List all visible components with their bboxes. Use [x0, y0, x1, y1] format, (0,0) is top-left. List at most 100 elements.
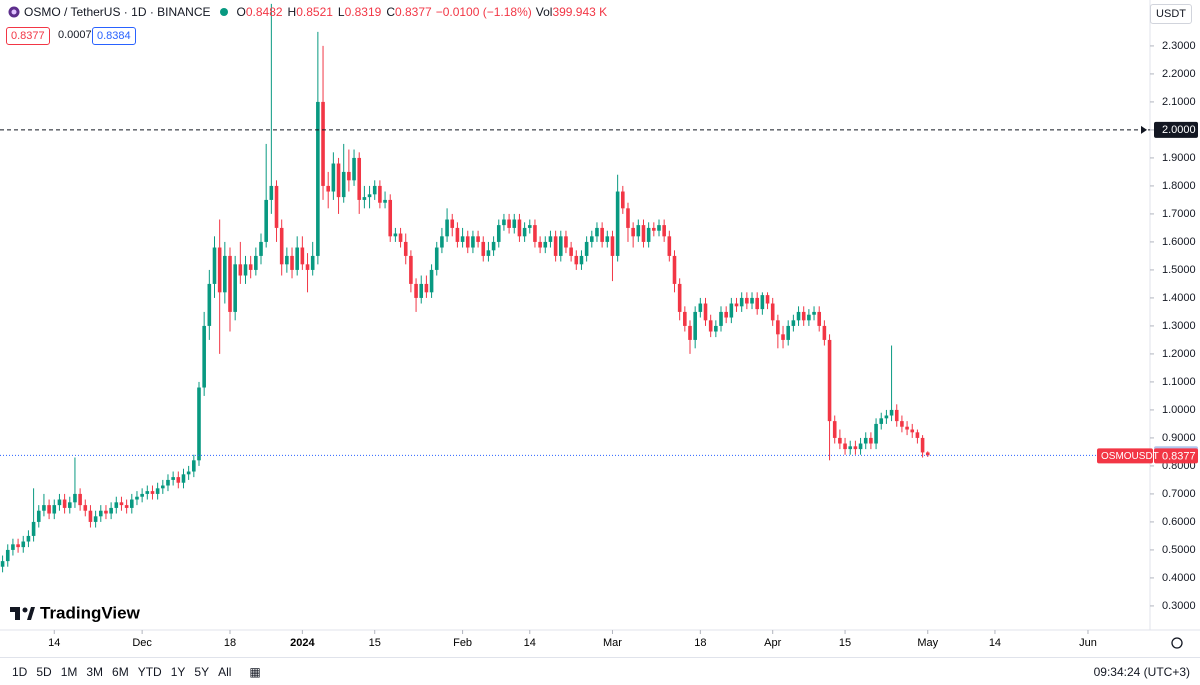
- x-tick-label: Apr: [764, 637, 781, 649]
- candle-body: [434, 247, 439, 270]
- candle-body: [73, 493, 77, 503]
- range-button[interactable]: 1M: [60, 665, 78, 679]
- candle-body: [393, 233, 398, 237]
- candle-body: [83, 505, 88, 511]
- volume-key: Vol: [535, 5, 553, 19]
- candle-body: [863, 437, 868, 444]
- candle-body: [776, 320, 780, 335]
- candle-body: [114, 502, 119, 508]
- candle-body: [791, 320, 796, 326]
- candle-body: [357, 157, 362, 200]
- candle-body: [212, 247, 217, 284]
- ask-box[interactable]: 0.8384: [92, 27, 136, 45]
- candle-body: [553, 236, 558, 256]
- candle-body: [796, 311, 801, 321]
- candle-body: [610, 236, 615, 256]
- candle-body: [615, 191, 620, 256]
- currency-button[interactable]: USDT: [1150, 4, 1192, 24]
- candle-body: [910, 429, 915, 433]
- y-tick-label: 0.5000: [1162, 544, 1196, 556]
- range-button[interactable]: 1Y: [170, 665, 186, 679]
- candle-body: [192, 460, 196, 472]
- calendar-icon[interactable]: ▦: [249, 665, 261, 679]
- candle-body: [155, 488, 160, 494]
- candle-body: [517, 219, 522, 237]
- candle-body: [290, 255, 294, 270]
- candle-body: [429, 269, 434, 293]
- candle-body: [124, 505, 129, 508]
- candle-body: [36, 510, 41, 522]
- candle-body: [398, 233, 403, 242]
- candle-body: [812, 311, 816, 315]
- candle-body: [223, 255, 227, 293]
- candle-body: [233, 264, 237, 312]
- candle-body: [414, 283, 418, 298]
- candle-body: [248, 264, 253, 270]
- y-tick-label: 1.9000: [1162, 152, 1196, 164]
- range-button[interactable]: 5D: [36, 665, 52, 679]
- candle-body: [672, 255, 677, 284]
- candle-body: [336, 163, 341, 198]
- bid-box[interactable]: 0.8377: [6, 27, 50, 45]
- range-button[interactable]: 6M: [112, 665, 129, 679]
- range-button[interactable]: 3M: [86, 665, 104, 679]
- ohlc-value: 0.8482: [245, 5, 283, 19]
- candle-body: [57, 499, 62, 506]
- candle-body: [595, 227, 599, 237]
- candle-body: [465, 236, 470, 248]
- candle-body: [109, 507, 113, 514]
- candle-body: [171, 477, 175, 480]
- ohlc-key: L: [337, 5, 345, 19]
- candle-body: [543, 241, 548, 248]
- y-tick-label: 1.7000: [1162, 208, 1196, 220]
- last-price-tag: 0.8377: [1162, 450, 1196, 462]
- candle-body: [739, 297, 744, 307]
- candle-body: [310, 255, 315, 270]
- y-tick-label: 2.2000: [1162, 68, 1196, 80]
- range-button[interactable]: All: [218, 665, 232, 679]
- range-button[interactable]: 5Y: [194, 665, 210, 679]
- candle-body: [362, 197, 367, 200]
- symbol-tag: OSMOUSDT: [1101, 451, 1159, 462]
- range-button[interactable]: YTD: [137, 665, 162, 679]
- candle-body: [667, 236, 672, 256]
- candle-body: [279, 227, 284, 265]
- y-tick-label: 1.5000: [1162, 264, 1196, 276]
- candle-body: [119, 502, 124, 506]
- y-tick-label: 0.7000: [1162, 488, 1196, 500]
- x-tick-label: 15: [839, 637, 851, 649]
- candle-body: [925, 452, 930, 456]
- ohlc-value: 0.8319: [344, 5, 382, 19]
- candle-body: [52, 505, 57, 514]
- candle-body: [884, 415, 889, 419]
- candle-body: [341, 171, 346, 198]
- range-button[interactable]: 1D: [12, 665, 28, 679]
- candle-body: [181, 474, 186, 483]
- ohlc-key: H: [287, 5, 297, 19]
- candle-body: [646, 227, 651, 242]
- candle-body: [42, 505, 46, 511]
- candle-body: [0, 561, 5, 567]
- candle-body: [78, 493, 82, 506]
- candle-body: [274, 185, 279, 228]
- bottom-toolbar: 1D 5D 1M 3M 6M YTD 1Y 5Y All ▦ 09:34:24 (UTC+3): [0, 657, 1200, 685]
- candle-body: [259, 241, 263, 256]
- candle-body: [786, 325, 791, 340]
- candle-body: [326, 185, 331, 192]
- candle-body: [621, 191, 625, 209]
- candle-body: [579, 255, 584, 265]
- candle-body: [843, 443, 847, 450]
- candle-body: [186, 471, 191, 475]
- candle-body: [471, 236, 475, 248]
- candle-body: [424, 283, 429, 293]
- ohlc-value: 0.8521: [296, 5, 333, 19]
- y-tick-label: 0.3000: [1162, 600, 1196, 612]
- candle-body: [202, 325, 206, 388]
- settings-icon[interactable]: [1171, 637, 1183, 649]
- candle-body: [419, 283, 424, 298]
- candle-body: [486, 250, 491, 256]
- ohlc-value: 0.8377: [394, 5, 432, 19]
- candle-body: [558, 236, 563, 256]
- y-tick-label: 1.2000: [1162, 348, 1196, 360]
- candle-body: [719, 311, 723, 326]
